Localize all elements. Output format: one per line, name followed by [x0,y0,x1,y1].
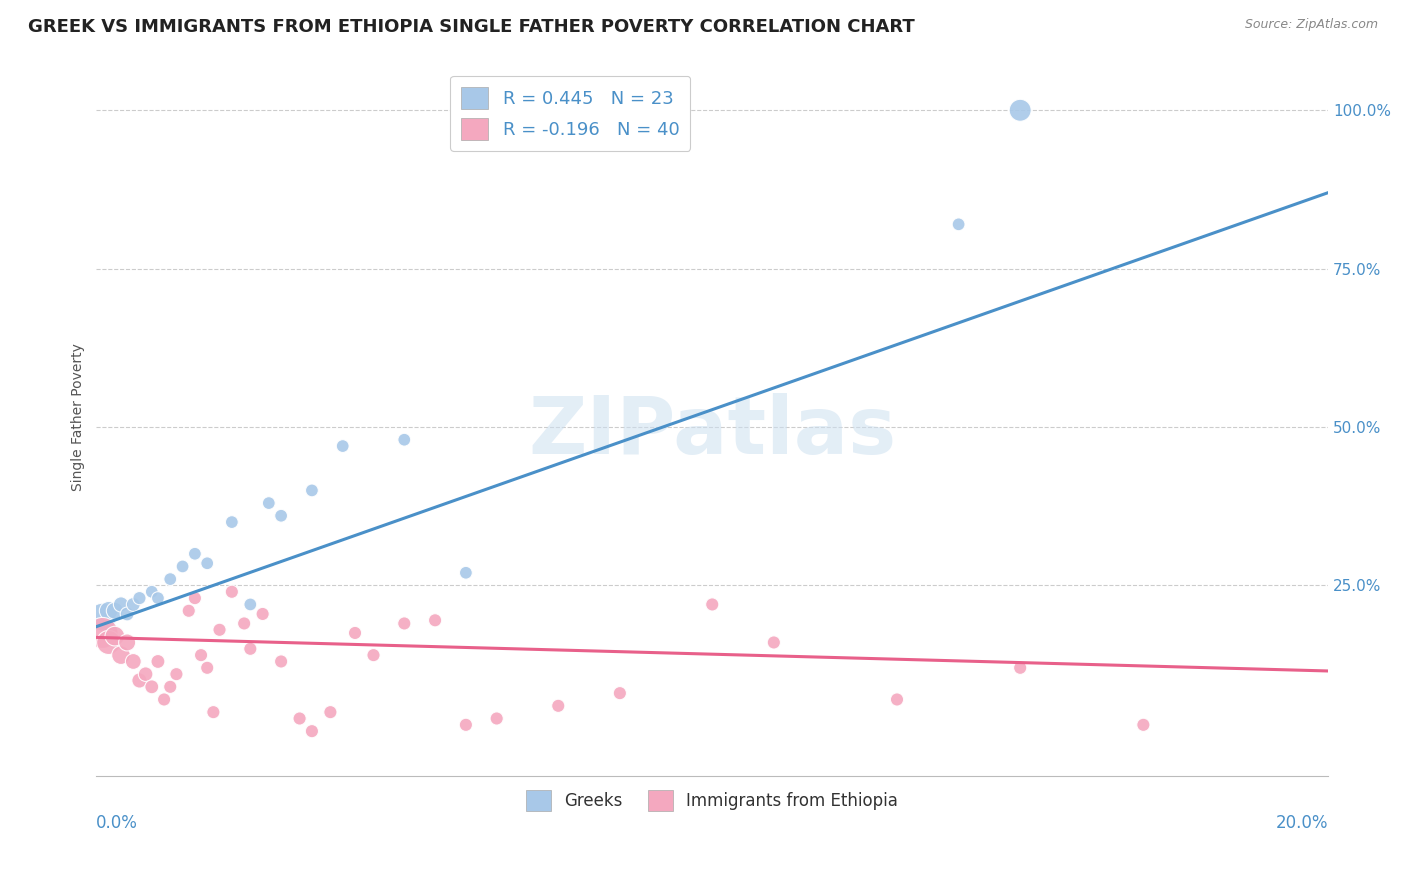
Text: Source: ZipAtlas.com: Source: ZipAtlas.com [1244,18,1378,31]
Point [270,508,292,523]
Point [159,680,181,694]
Point [239,598,262,612]
Point [454,718,477,732]
Point [257,496,280,510]
Point [288,711,311,725]
Legend: Greeks, Immigrants from Ethiopia: Greeks, Immigrants from Ethiopia [520,784,905,817]
Point [454,566,477,580]
Point [97,604,120,618]
Point [344,626,367,640]
Point [115,607,138,621]
Point [195,556,218,570]
Point [547,698,569,713]
Point [221,515,243,529]
Point [319,705,342,719]
Point [702,598,724,612]
Point [128,591,150,606]
Point [141,584,163,599]
Point [948,217,970,231]
Point [394,616,416,631]
Point [423,613,446,627]
Point [190,648,212,662]
Text: GREEK VS IMMIGRANTS FROM ETHIOPIA SINGLE FATHER POVERTY CORRELATION CHART: GREEK VS IMMIGRANTS FROM ETHIOPIA SINGLE… [28,18,915,36]
Point [135,667,157,681]
Point [1132,718,1154,732]
Text: 0.0%: 0.0% [97,814,138,832]
Point [363,648,385,662]
Point [172,559,194,574]
Point [177,604,200,618]
Point [165,667,187,681]
Point [208,623,231,637]
Point [394,433,416,447]
Point [110,598,132,612]
Point [153,692,176,706]
Point [233,616,256,631]
Point [104,604,127,618]
Point [332,439,354,453]
Point [202,705,225,719]
Point [122,598,145,612]
Point [609,686,631,700]
Point [115,635,138,649]
Point [270,655,292,669]
Point [128,673,150,688]
Point [91,610,114,624]
Point [762,635,785,649]
Point [184,591,207,606]
Point [485,711,508,725]
Point [221,584,243,599]
Text: ZIPatlas: ZIPatlas [529,392,897,471]
Point [301,724,323,739]
Point [1010,103,1032,118]
Point [141,680,163,694]
Point [252,607,274,621]
Point [301,483,323,498]
Point [886,692,908,706]
Point [97,635,120,649]
Y-axis label: Single Father Poverty: Single Father Poverty [72,343,86,491]
Point [195,661,218,675]
Point [239,641,262,656]
Point [122,655,145,669]
Point [91,626,114,640]
Point [184,547,207,561]
Point [104,629,127,643]
Text: 20.0%: 20.0% [1275,814,1329,832]
Point [110,648,132,662]
Point [159,572,181,586]
Point [146,655,169,669]
Point [1010,661,1032,675]
Point [146,591,169,606]
